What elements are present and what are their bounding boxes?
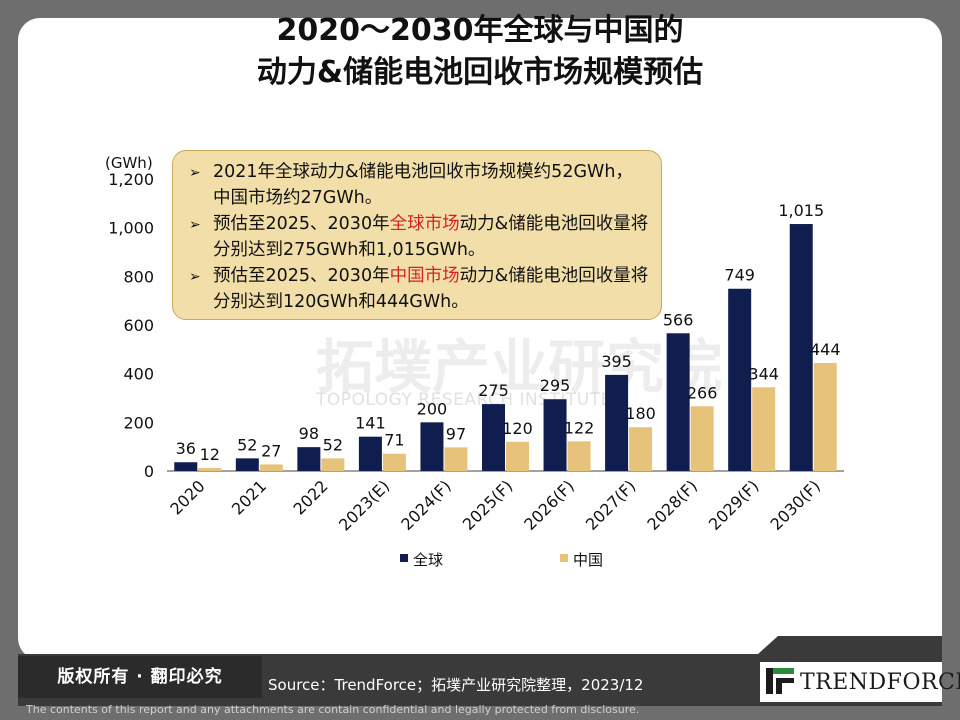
callout-bullet-text: 2021年全球动力&储能电池回收市场规模约52GWh，中国市场约27GWh。	[213, 159, 649, 211]
bar-global	[297, 447, 321, 471]
bar-global	[789, 224, 813, 471]
y-tick-label: 1,000	[108, 219, 154, 238]
x-tick-label: 2028(F)	[643, 476, 701, 534]
data-label-global: 141	[355, 414, 386, 433]
y-unit-label: (GWh)	[105, 154, 153, 172]
y-tick-label: 600	[123, 316, 154, 335]
bar-global	[543, 399, 567, 471]
bar-china	[752, 387, 776, 471]
callout-bullet: ➢ 预估至2025、2030年全球市场动力&储能电池回收量将分别达到275GWh和…	[189, 211, 649, 263]
bar-global	[358, 436, 382, 471]
legend-label: 全球	[413, 551, 443, 569]
data-label-global: 749	[724, 266, 755, 285]
x-tick-label: 2021	[228, 476, 270, 518]
data-label-global: 566	[663, 310, 694, 329]
callout-bullet: ➢ 2021年全球动力&储能电池回收市场规模约52GWh，中国市场约27GWh。	[189, 159, 649, 211]
bar-china	[567, 441, 591, 471]
data-label-china: 122	[564, 418, 595, 437]
data-label-global: 98	[299, 424, 319, 443]
bar-global	[482, 404, 505, 471]
chart-title: 2020～2030年全球与中国的 动力&储能电池回收市场规模预估	[0, 10, 960, 94]
legend-swatch	[400, 554, 408, 562]
source-note: Source：TrendForce；拓墣产业研究院整理，2023/12	[268, 676, 644, 694]
x-tick-label: 2026(F)	[520, 476, 578, 534]
data-label-china: 344	[748, 364, 779, 383]
data-label-china: 266	[687, 383, 718, 402]
bar-global	[420, 422, 444, 471]
data-label-china: 27	[261, 441, 281, 460]
watermark-cn: 拓墣产业研究院	[316, 333, 723, 401]
bar-china	[259, 464, 283, 471]
rights-notice: 版权所有 · 翻印必究	[18, 656, 262, 698]
data-label-global: 1,015	[778, 201, 824, 220]
x-tick-label: 2023(E)	[335, 476, 393, 534]
bar-china	[444, 447, 468, 471]
bullet-arrow-icon: ➢	[189, 217, 201, 233]
y-tick-label: 200	[123, 413, 154, 432]
data-label-china: 12	[200, 445, 220, 464]
bar-china	[198, 468, 222, 471]
callout-bullet-text: 预估至2025、2030年全球市场动力&储能电池回收量将分别达到275GWh和1…	[213, 211, 649, 263]
summary-callout: ➢ 2021年全球动力&储能电池回收市场规模约52GWh，中国市场约27GWh。 ➢…	[172, 150, 662, 320]
title-line-1: 2020～2030年全球与中国的	[276, 13, 684, 48]
data-label-china: 180	[625, 404, 656, 423]
watermark-en: TOPOLOGY RESEARCH INSTITUTE	[316, 390, 612, 410]
bullet-text-part: 2021年全球动力&储能电池回收市场规模约52GWh，中国市场约27GWh。	[213, 162, 633, 208]
bullet-text-part: 动力&储能电池回收量将分别达到120GWh和444GWh。	[213, 266, 649, 312]
y-tick-label: 0	[144, 462, 154, 481]
x-tick-label: 2029(F)	[705, 476, 763, 534]
x-tick-label: 2030(F)	[766, 476, 824, 534]
bullet-arrow-icon: ➢	[189, 165, 201, 181]
legend-label: 中国	[573, 551, 603, 569]
data-label-global: 275	[478, 381, 509, 400]
bar-china	[813, 362, 837, 471]
x-tick-label: 2020	[166, 476, 208, 518]
bar-china	[382, 453, 406, 471]
bar-global	[605, 374, 629, 471]
bar-china	[321, 458, 345, 471]
data-label-china: 97	[446, 424, 466, 443]
data-label-china: 120	[502, 419, 533, 438]
bar-china	[629, 427, 653, 471]
bar-global	[666, 333, 690, 471]
bullet-text-part: 动力&储能电池回收量将分别达到275GWh和1,015GWh。	[213, 214, 649, 260]
bar-global	[728, 288, 752, 471]
trendforce-logo-text: TRENDFORCE	[800, 670, 960, 695]
callout-bullet: ➢ 预估至2025、2030年中国市场动力&储能电池回收量将分别达到120GWh和…	[189, 263, 649, 315]
bar-china	[506, 441, 529, 471]
x-tick-label: 2027(F)	[582, 476, 640, 534]
trendforce-logo-icon	[766, 668, 794, 694]
data-label-global: 295	[540, 376, 571, 395]
bar-china	[690, 406, 714, 471]
data-label-china: 444	[810, 340, 841, 359]
data-label-china: 71	[384, 431, 404, 450]
bullet-arrow-icon: ➢	[189, 269, 201, 285]
x-tick-label: 2022	[289, 476, 331, 518]
bullet-text-part: 预估至2025、2030年	[213, 266, 390, 286]
slide-panel	[18, 18, 942, 660]
legend-swatch	[560, 554, 568, 562]
highlight-text: 中国市场	[389, 266, 460, 286]
data-label-china: 52	[323, 435, 343, 454]
highlight-text: 全球市场	[389, 214, 460, 234]
data-label-global: 395	[601, 352, 632, 371]
x-tick-label: 2024(F)	[397, 476, 455, 534]
disclaimer: The contents of this report and any atta…	[26, 703, 640, 716]
y-tick-label: 400	[123, 365, 154, 384]
x-tick-label: 2025(F)	[459, 476, 517, 534]
data-label-global: 36	[176, 439, 196, 458]
callout-bullet-text: 预估至2025、2030年中国市场动力&储能电池回收量将分别达到120GWh和4…	[213, 263, 649, 315]
bar-global	[174, 462, 198, 471]
bullet-text-part: 预估至2025、2030年	[213, 214, 390, 234]
data-label-global: 52	[237, 435, 257, 454]
bar-global	[235, 458, 259, 471]
y-tick-label: 800	[123, 267, 154, 286]
y-tick-label: 1,200	[108, 170, 154, 189]
data-label-global: 200	[417, 399, 448, 418]
title-line-2: 动力&储能电池回收市场规模预估	[256, 55, 704, 90]
